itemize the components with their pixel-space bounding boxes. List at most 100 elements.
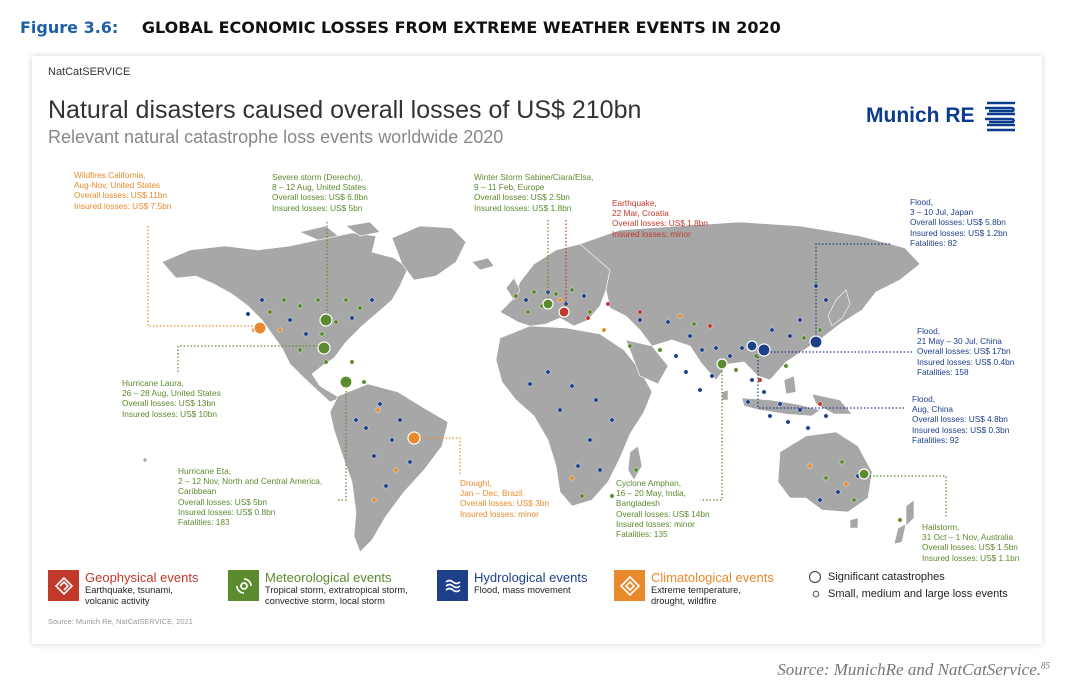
callout-line: Insured losses: US$ 0.3bn [912,424,1010,435]
callout-line: 3 – 10 Jul, Japan [910,207,974,218]
australia [777,431,873,513]
callout-line: Winter Storm Sabine/Ciara/Elsa, [474,172,594,182]
callout-line: Wildfires California, [74,170,146,180]
legend-title: Meteorological events [265,570,392,585]
callout-line: Jan – Dec, Brazil [460,488,523,499]
callout-line: 31 Oct – 1 Nov, Australia [922,532,1014,543]
callout-line: Insured losses: minor [612,228,691,239]
callout-japan: Flood, 3 – 10 Jul, Japan Overall losses:… [910,197,1007,248]
small-circle-icon [812,590,820,598]
marker-laura [317,341,331,355]
callout-china-jul: Flood, 21 May – 30 Jul, China Overall lo… [917,326,1014,377]
callout-line: Flood, [912,394,936,404]
legend-desc: Tropical storm, extratropical storm, [265,585,408,595]
callout-laura: Hurricane Laura, 26 – 28 Aug, United Sta… [122,378,221,419]
callout-line: Overall losses: US$ 2.5bn [474,192,570,203]
callout-eta: Hurricane Eta, 2 – 12 Nov, North and Cen… [178,466,322,527]
japan [827,289,851,327]
legend-desc: Extreme temperature, [651,585,741,595]
callout-line: Insured losses: US$ 7.5bn [74,200,172,211]
legend-geophysical: Geophysical events Earthquake, tsunami, … [48,570,198,607]
marker-sabine [542,298,554,310]
callout-line: Insured losses: minor [460,508,539,519]
figure-number: Figure 3.6: [20,18,119,37]
small-event-markers [245,283,903,523]
legend-significant: Significant catastrophes [808,570,945,584]
callout-line: Insured losses: US$ 0.4bn [917,356,1015,367]
geophysical-icon [48,570,79,601]
footnote-ref: 85 [1041,660,1050,671]
callout-line: 2 – 12 Nov, North and Central America, [178,476,323,487]
callout-line: Fatalities: 158 [917,366,969,377]
callout-line: Hailstorm, [922,522,960,532]
callout-line: Aug-Nov, United States [74,180,161,191]
brand-name: Munich RE [866,104,975,127]
north-america [161,232,409,403]
significant-markers [253,298,870,480]
callout-wildfires: Wildfires California, Aug-Nov, United St… [74,170,171,211]
climatological-icon [614,570,645,601]
marker-wildfires [253,321,267,335]
callout-line: Caribbean [178,486,217,497]
callout-drought: Drought, Jan – Dec, Brazil Overall losse… [460,478,549,519]
figure-header: Figure 3.6: GLOBAL ECONOMIC LOSSES FROM … [20,18,781,37]
marker-china-aug [746,340,758,352]
panel-title: Natural disasters caused overall losses … [48,96,642,124]
callout-line: Bangladesh [616,498,660,509]
legend-title: Geophysical events [85,570,199,585]
callout-sabine: Winter Storm Sabine/Ciara/Elsa, 9 – 11 F… [474,172,593,213]
legend-desc: volcanic activity [85,596,150,606]
callout-line: Overall losses: US$ 6.8bn [272,192,368,203]
callout-line: Insured losses: US$ 0.8bn [178,506,276,517]
legend-title: Hydrological events [474,570,588,585]
legend-title: Climatological events [651,570,774,585]
callout-line: Insured losses: US$ 1.2bn [910,227,1008,238]
figure-source-text: Source: MunichRe and NatCatService. [777,660,1041,679]
callout-line: Overall losses: US$ 4.8bn [912,414,1008,425]
legend-climatological: Climatological events Extreme temperatur… [614,570,774,607]
callout-line: Overall losses: US$ 14bn [616,508,710,519]
legend-small: Small, medium and large loss events [812,588,1008,600]
callout-line: Insured losses: US$ 1.1bn [922,552,1020,563]
callout-line: Insured losses: US$ 1.8bn [474,202,572,213]
callout-line: 9 – 11 Feb, Europe [474,182,545,193]
panel-source-note: Source: Munich Re, NatCatSERVICE, 2021 [48,617,193,626]
callout-line: Fatalities: 92 [912,434,960,445]
callout-line: Fatalities: 135 [616,529,668,540]
africa [495,325,653,507]
callout-line: Insured losses: minor [616,518,695,529]
service-label: NatCatSERVICE [48,66,131,78]
callout-line: 16 – 20 May, India, [616,488,686,499]
callout-china-aug: Flood, Aug, China Overall losses: US$ 4.… [912,394,1009,445]
callout-line: Fatalities: 82 [910,237,958,248]
callout-line: Overall losses: US$ 5bn [178,496,268,507]
callout-line: Insured losses: US$ 10bn [122,408,218,419]
meteorological-icon [228,570,259,601]
callout-line: Overall losses: US$ 11bn [74,190,167,201]
large-circle-icon [808,570,822,584]
greenland [391,225,467,281]
marker-amphan [716,358,728,370]
callout-line: Severe storm (Derecho), [272,172,363,182]
callout-line: Flood, [917,326,941,336]
munich-re-emblem-icon [984,101,1015,132]
south-america [329,383,449,553]
callout-line: Drought, [460,478,492,488]
legend-desc: Flood, mass movement [474,585,571,595]
panel-subtitle: Relevant natural catastrophe loss events… [48,127,504,147]
callout-hailstorm: Hailstorm, 31 Oct – 1 Nov, Australia Ove… [922,522,1019,563]
legend-desc: drought, wildfire [651,596,717,606]
marker-derecho [319,313,333,327]
marker-eta [339,375,353,389]
marker-japan [809,335,823,349]
hydrological-icon [437,570,468,601]
callout-line: Cyclone Amphan, [616,478,682,488]
landmass [142,221,921,553]
legend-meteorological: Meteorological events Tropical storm, ex… [228,570,408,607]
legend-desc: convective storm, local storm [265,596,385,606]
callout-line: Hurricane Laura, [122,378,184,388]
callout-derecho: Severe storm (Derecho), 8 – 12 Aug, Unit… [272,172,368,213]
callout-line: Overall losses: US$ 3bn [460,498,550,509]
figure-source: Source: MunichRe and NatCatService.85 [777,660,1050,680]
